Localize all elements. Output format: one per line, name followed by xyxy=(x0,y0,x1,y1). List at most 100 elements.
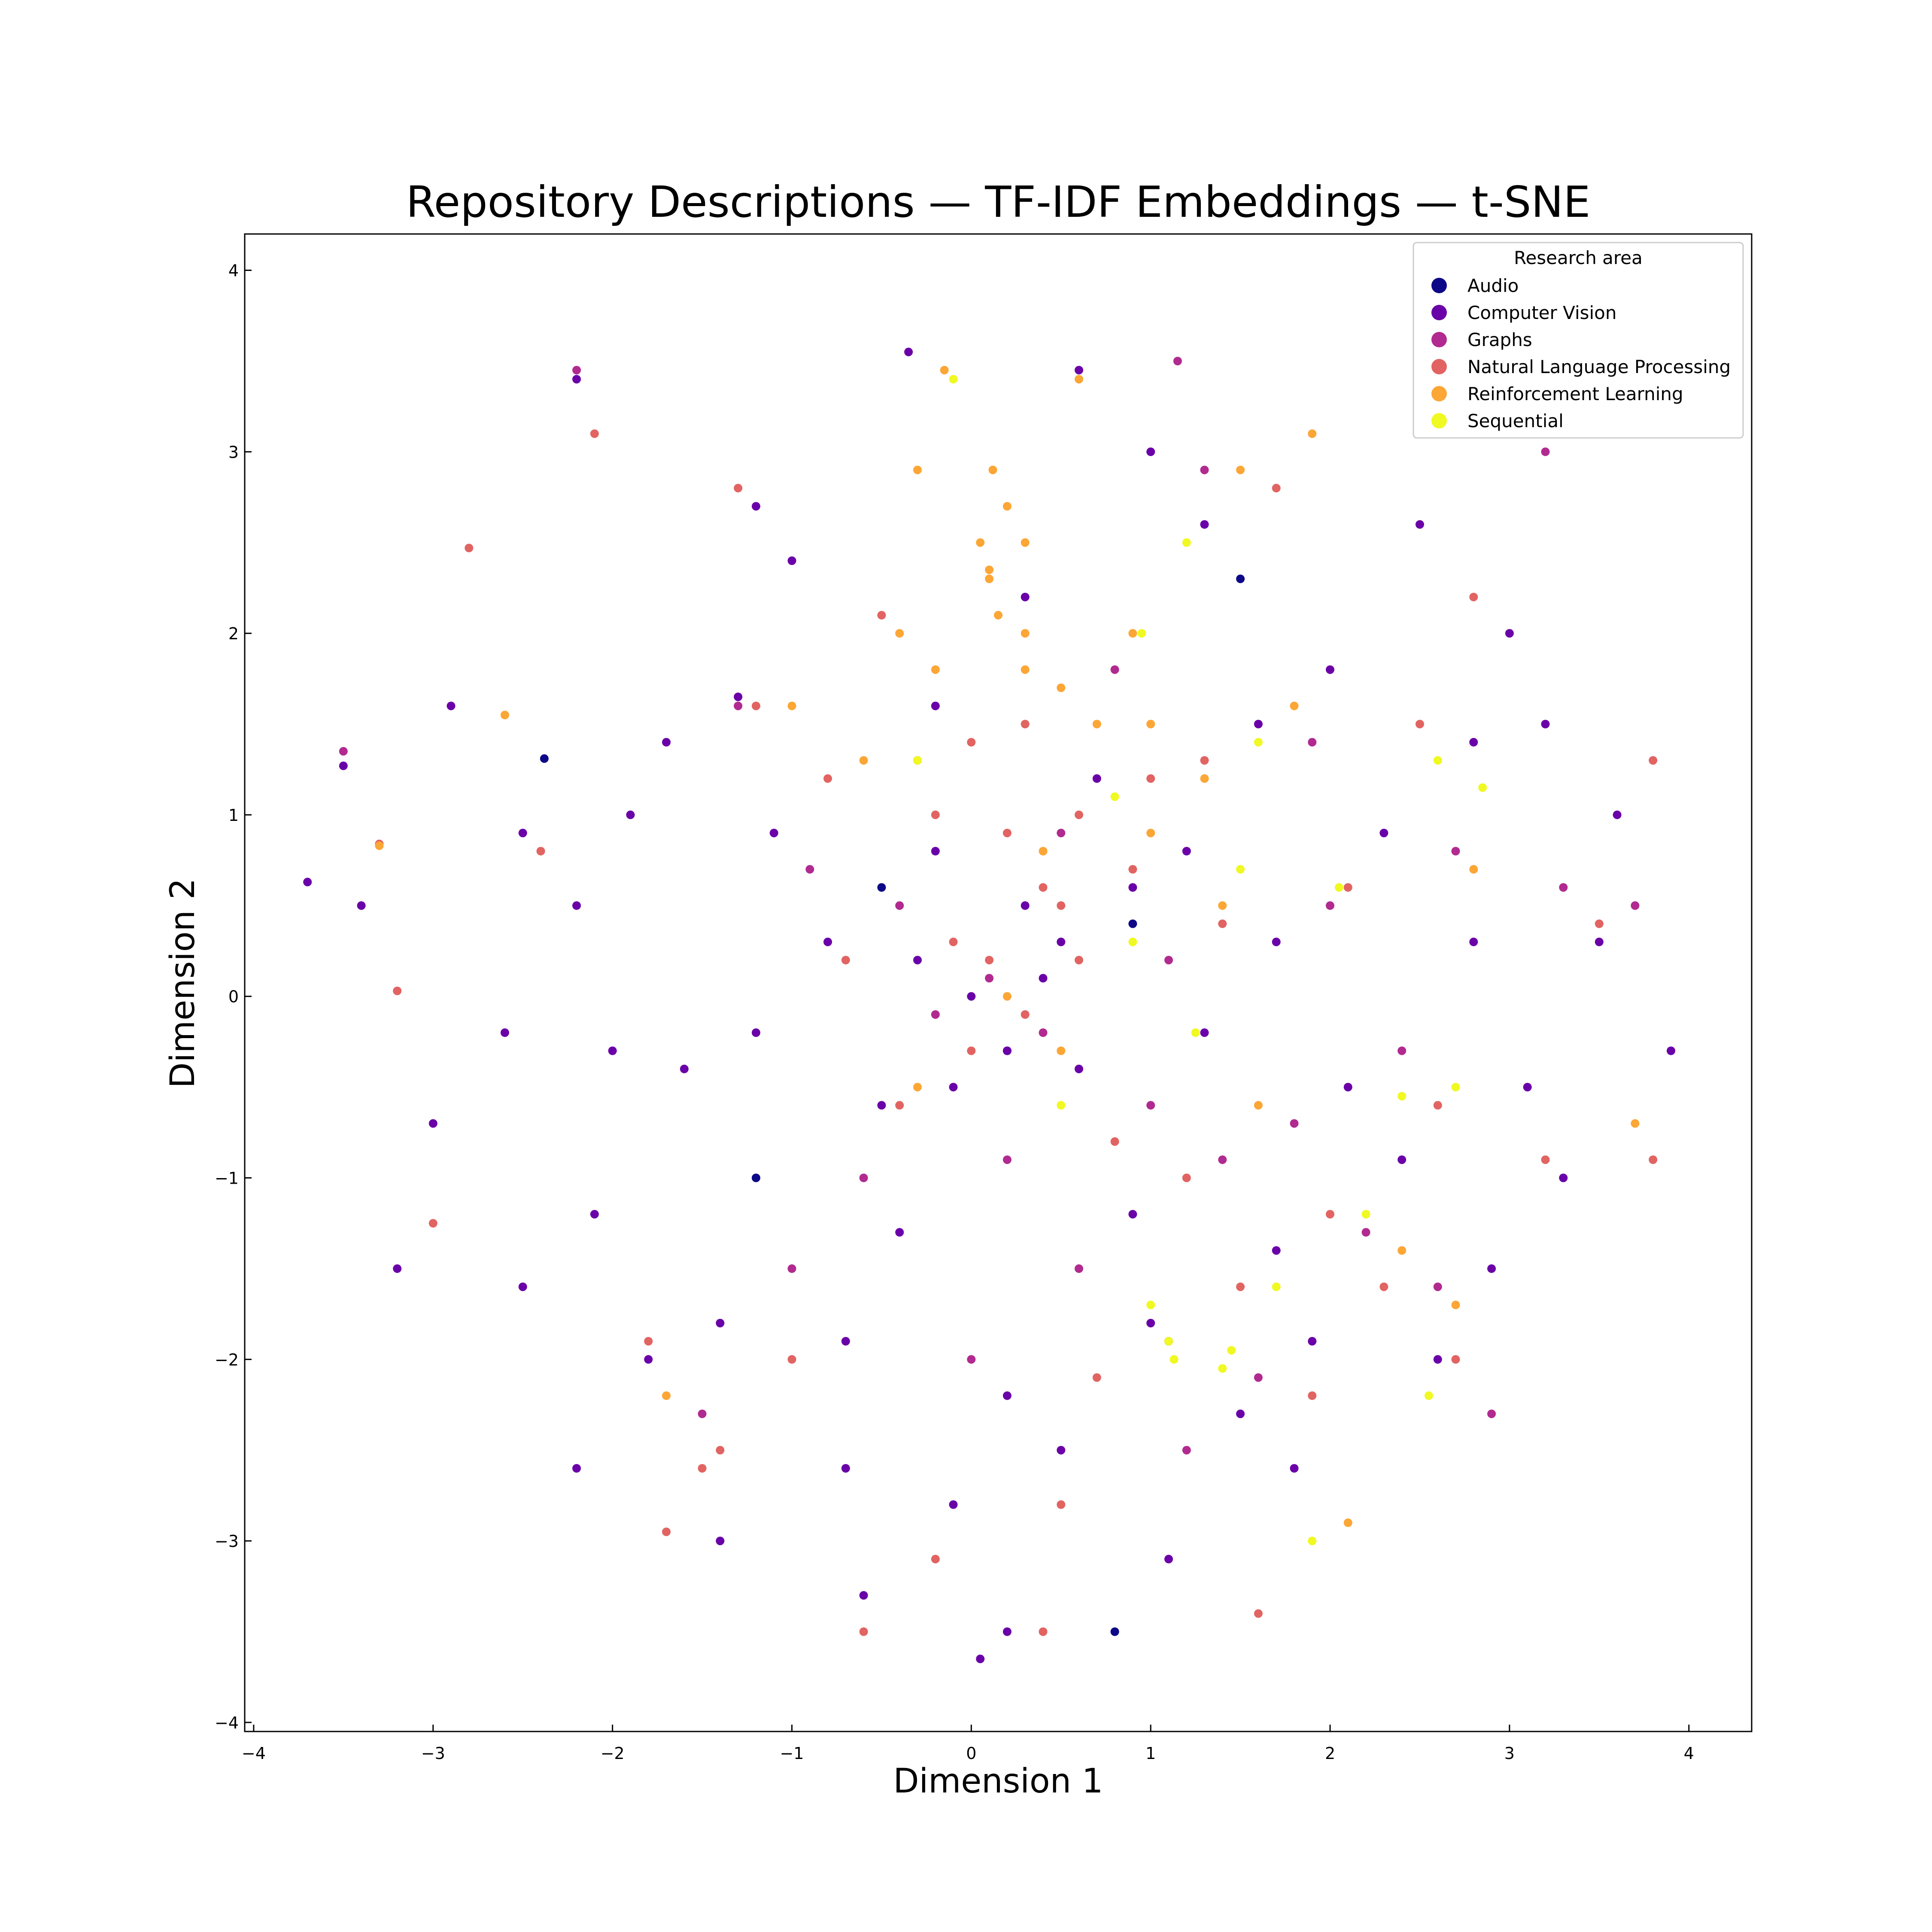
data-point xyxy=(823,774,832,783)
series-graphs xyxy=(339,357,1640,1455)
x-tick-label: 4 xyxy=(1684,1744,1694,1763)
data-point xyxy=(1416,520,1424,529)
data-point xyxy=(680,1064,689,1073)
data-point xyxy=(967,738,976,747)
y-tick-label: −3 xyxy=(215,1532,239,1551)
data-point xyxy=(859,1627,868,1636)
data-point xyxy=(1182,847,1191,856)
data-point xyxy=(662,1391,671,1400)
data-point xyxy=(518,1282,527,1291)
data-point xyxy=(1236,865,1245,874)
data-point xyxy=(967,992,976,1001)
data-point xyxy=(931,810,940,819)
data-point xyxy=(1469,865,1478,874)
data-point xyxy=(895,901,904,910)
data-point xyxy=(716,1446,725,1455)
data-point xyxy=(1469,592,1478,601)
data-point xyxy=(1416,720,1424,729)
data-point xyxy=(751,502,760,511)
data-point xyxy=(1308,1537,1317,1546)
data-point xyxy=(841,1464,850,1473)
data-point xyxy=(877,1101,886,1110)
data-point xyxy=(1290,702,1299,711)
data-point xyxy=(1110,1627,1119,1636)
data-point xyxy=(940,366,949,375)
data-point xyxy=(1002,829,1012,838)
y-tick-label: −2 xyxy=(215,1350,239,1369)
data-point xyxy=(1057,829,1066,838)
legend-label: Audio xyxy=(1467,275,1519,296)
data-point xyxy=(357,901,366,910)
data-point xyxy=(734,483,743,492)
data-point xyxy=(1272,483,1281,492)
data-point xyxy=(1433,1355,1442,1364)
data-point xyxy=(988,465,997,474)
data-point xyxy=(1200,520,1209,529)
data-point xyxy=(904,347,913,356)
data-point xyxy=(895,1101,904,1110)
x-tick-label: −4 xyxy=(242,1744,266,1763)
data-point xyxy=(1541,1155,1550,1164)
data-point xyxy=(1308,429,1317,438)
data-point xyxy=(751,702,760,711)
data-point xyxy=(1075,1264,1083,1273)
legend-marker xyxy=(1431,413,1447,428)
data-point xyxy=(1379,1282,1388,1291)
data-point xyxy=(1397,1155,1406,1164)
data-point xyxy=(949,375,958,384)
legend-marker xyxy=(1431,332,1447,347)
data-point xyxy=(967,1046,976,1055)
data-point xyxy=(339,761,348,770)
data-point xyxy=(1200,1028,1209,1037)
data-point xyxy=(1218,1364,1227,1373)
data-point xyxy=(1200,756,1209,765)
legend-label: Sequential xyxy=(1467,410,1564,431)
data-point xyxy=(1146,447,1155,456)
data-point xyxy=(1182,1446,1191,1455)
data-point xyxy=(1469,937,1478,946)
data-point xyxy=(967,1355,976,1364)
series-natural-language-processing xyxy=(375,429,1658,1636)
y-axis-ticks: −4 −3 −2 −1 0 1 2 3 4 xyxy=(215,261,252,1732)
data-point xyxy=(1057,937,1066,946)
data-point xyxy=(1487,1264,1496,1273)
data-point xyxy=(1075,375,1083,384)
y-tick-label: −4 xyxy=(215,1713,239,1732)
data-point xyxy=(913,756,922,765)
data-point xyxy=(1451,1300,1460,1309)
data-point xyxy=(1218,1155,1227,1164)
data-point xyxy=(1343,1518,1352,1527)
legend-marker xyxy=(1431,278,1447,293)
x-axis-ticks: −4 −3 −2 −1 0 1 2 3 4 xyxy=(242,1725,1694,1763)
data-point xyxy=(931,665,940,674)
data-point xyxy=(949,937,958,946)
data-point xyxy=(1110,665,1119,674)
data-point xyxy=(1021,901,1030,910)
y-axis-label: Dimension 2 xyxy=(164,878,202,1088)
data-point xyxy=(931,1010,940,1019)
legend-title: Research area xyxy=(1514,247,1643,268)
data-point xyxy=(1218,919,1227,928)
data-point xyxy=(644,1355,653,1364)
data-point xyxy=(1505,629,1514,638)
data-point xyxy=(1326,665,1334,674)
data-point xyxy=(1128,865,1137,874)
data-point xyxy=(1308,738,1317,747)
chart-title: Repository Descriptions — TF-IDF Embeddi… xyxy=(406,177,1591,227)
data-point xyxy=(1469,738,1478,747)
data-point xyxy=(1397,1246,1406,1255)
data-point xyxy=(1227,1346,1236,1355)
data-point xyxy=(859,1591,868,1600)
data-point xyxy=(823,937,832,946)
data-point xyxy=(1002,1046,1012,1055)
data-point xyxy=(949,1500,958,1509)
data-point xyxy=(1478,783,1487,792)
data-point xyxy=(1146,1318,1155,1327)
data-point xyxy=(1254,1101,1263,1110)
data-point xyxy=(949,1083,958,1092)
legend-label: Natural Language Processing xyxy=(1467,356,1731,377)
data-point xyxy=(1021,592,1030,601)
data-point xyxy=(518,829,527,838)
data-point xyxy=(1451,1355,1460,1364)
